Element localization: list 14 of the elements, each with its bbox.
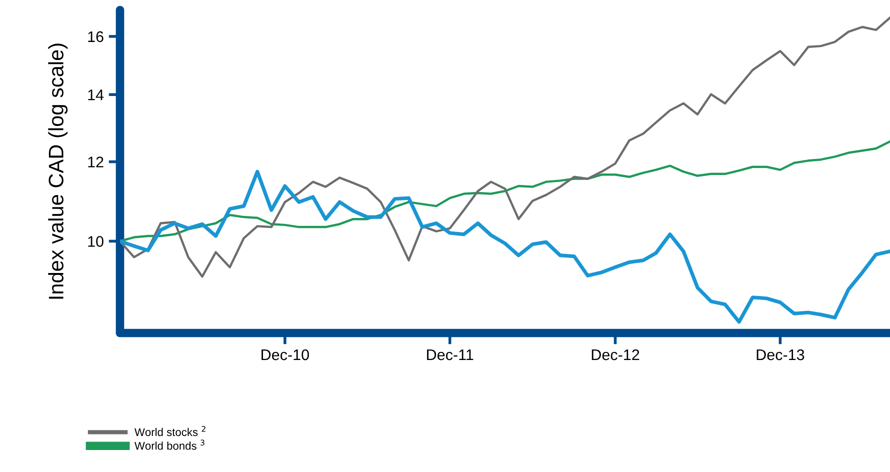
line-series xyxy=(120,140,890,242)
line-series xyxy=(120,16,890,278)
y-tick-label: 16 xyxy=(88,31,104,42)
y-axis-title: Index value CAD (log scale) xyxy=(48,44,68,299)
x-tick-label: Dec-13 xyxy=(756,349,804,360)
y-tick-label: 10 xyxy=(88,236,104,247)
line-series xyxy=(120,170,890,324)
x-tick-label: Dec-11 xyxy=(427,350,474,360)
legend-label: World bonds $^{3}$ xyxy=(134,440,204,450)
x-tick-label: Dec-12 xyxy=(592,349,640,360)
y-tick-label: 12 xyxy=(88,156,104,168)
x-tick-label: Dec-10 xyxy=(262,349,309,360)
legend-label: World stocks $^{2}$ xyxy=(134,426,206,436)
y-tick-label: 14 xyxy=(88,90,104,100)
